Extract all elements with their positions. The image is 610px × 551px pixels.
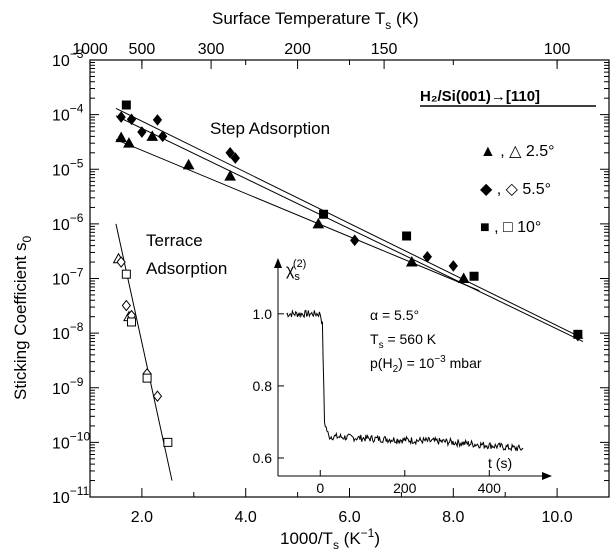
terrace-label: Terrace	[146, 231, 203, 250]
point-square-filled	[402, 231, 412, 241]
legend-title: H₂/Si(001)→[110]	[420, 88, 540, 105]
inset-plot: χs(2) t (s) α = 5.5° Ts = 560 K p(H2) = …	[253, 258, 552, 496]
inset-y-tick-label: 0.6	[253, 450, 273, 466]
inset-note-temperature: Ts = 560 K	[370, 331, 437, 351]
inset-note-pressure: p(H2) = 10−3 mbar	[370, 354, 482, 375]
point-diamond-filled	[422, 250, 432, 263]
inset-x-label: t (s)	[488, 455, 512, 471]
y-axis-label: Sticking Coefficient s0	[11, 236, 34, 400]
point-diamond-filled	[137, 126, 147, 138]
y-tick-label: 10−7	[52, 266, 84, 289]
y-tick-label: 10−3	[52, 47, 84, 70]
x-tick-label: 6.0	[338, 509, 360, 526]
fit-line	[115, 107, 584, 339]
inset-ticks: 0 200 400 1.0 0.8 0.6	[253, 306, 502, 496]
top-tick-label: 300	[198, 41, 225, 58]
fit-line	[115, 223, 173, 481]
point-diamond-filled	[158, 130, 168, 143]
top-tick-label: 100	[544, 41, 571, 58]
inset-x-tick-label: 0	[316, 480, 324, 496]
point-square-open	[121, 269, 131, 279]
y-tick-label: 10−11	[52, 484, 90, 507]
y-tick-label: 10−6	[52, 211, 84, 234]
inset-note-alpha: α = 5.5°	[370, 307, 419, 323]
plot-frame	[89, 59, 610, 498]
point-diamond-filled	[126, 113, 137, 126]
data-points	[112, 100, 583, 447]
x-tick-label: 4.0	[235, 509, 257, 526]
legend-entry-diamond: ◆ , ◇ 5.5°	[480, 181, 551, 198]
point-triangle-filled	[123, 137, 135, 148]
y-tick-label: 10−9	[52, 375, 84, 398]
inset-x-tick-label: 200	[393, 480, 417, 496]
fit-line	[115, 139, 480, 292]
point-triangle-filled	[182, 158, 195, 170]
top-tick-label: 1000	[72, 41, 108, 58]
top-tick-label: 500	[129, 41, 156, 58]
inset-y-arrow	[274, 258, 282, 268]
inset-trace	[286, 309, 524, 452]
inset-y-tick-label: 1.0	[253, 306, 273, 322]
point-square-open	[163, 437, 173, 447]
point-diamond-open	[152, 390, 163, 403]
y-tick-label: 10−4	[52, 102, 84, 125]
point-diamond-filled	[116, 111, 126, 123]
adsorption-label: Adsorption	[146, 259, 227, 278]
point-square-filled	[469, 271, 479, 281]
fit-lines	[115, 107, 584, 481]
legend-entry-triangle: ▲ , △ 2.5°	[480, 143, 555, 160]
point-diamond-filled	[225, 147, 235, 159]
top-tick-label: 150	[371, 41, 398, 58]
axis-ticks: 2.0 4.0 6.0 8.0 10.0 10−3 10−4 10−5 10−6 10−7 10−8…	[52, 41, 610, 526]
x-tick-label: 8.0	[442, 509, 464, 526]
inset-x-arrow	[542, 472, 552, 480]
point-square-open	[127, 317, 137, 327]
point-square-filled	[121, 100, 131, 110]
x-tick-label: 2.0	[131, 509, 153, 526]
point-diamond-filled	[350, 234, 360, 247]
point-triangle-filled	[224, 170, 236, 181]
point-diamond-filled	[230, 152, 240, 164]
point-square-filled	[319, 209, 329, 219]
inset-x-tick-label: 400	[478, 480, 502, 496]
point-triangle-filled	[457, 272, 470, 283]
point-diamond-filled	[448, 260, 458, 272]
inset-y-tick-label: 0.8	[253, 378, 273, 394]
point-diamond-filled	[152, 114, 163, 126]
point-square-open	[142, 373, 152, 383]
point-square-filled	[573, 329, 583, 339]
x-tick-label: 10.0	[542, 509, 573, 526]
legend: H₂/Si(001)→[110] ▲ , △ 2.5° ◆ , ◇ 5.5° ■…	[420, 88, 596, 236]
fit-line	[115, 115, 584, 343]
y-tick-label: 10−10	[52, 429, 90, 452]
point-triangle-filled	[405, 256, 418, 267]
y-tick-label: 10−8	[52, 320, 84, 343]
top-axis-label: Surface Temperature Ts (K)	[212, 9, 419, 32]
bottom-axis-label: 1000/Ts (K−1)	[280, 526, 380, 551]
y-tick-label: 10−5	[52, 156, 84, 179]
point-diamond-open	[121, 299, 131, 312]
step-adsorption-label: Step Adsorption	[210, 119, 330, 138]
point-triangle-filled	[146, 130, 159, 141]
inset-y-label: χs(2)	[286, 258, 306, 283]
top-tick-label: 200	[284, 41, 311, 58]
legend-entry-square: ■ , □ 10°	[480, 219, 541, 236]
point-triangle-filled	[312, 217, 325, 229]
point-diamond-open	[116, 256, 126, 268]
point-triangle-filled	[115, 131, 127, 143]
